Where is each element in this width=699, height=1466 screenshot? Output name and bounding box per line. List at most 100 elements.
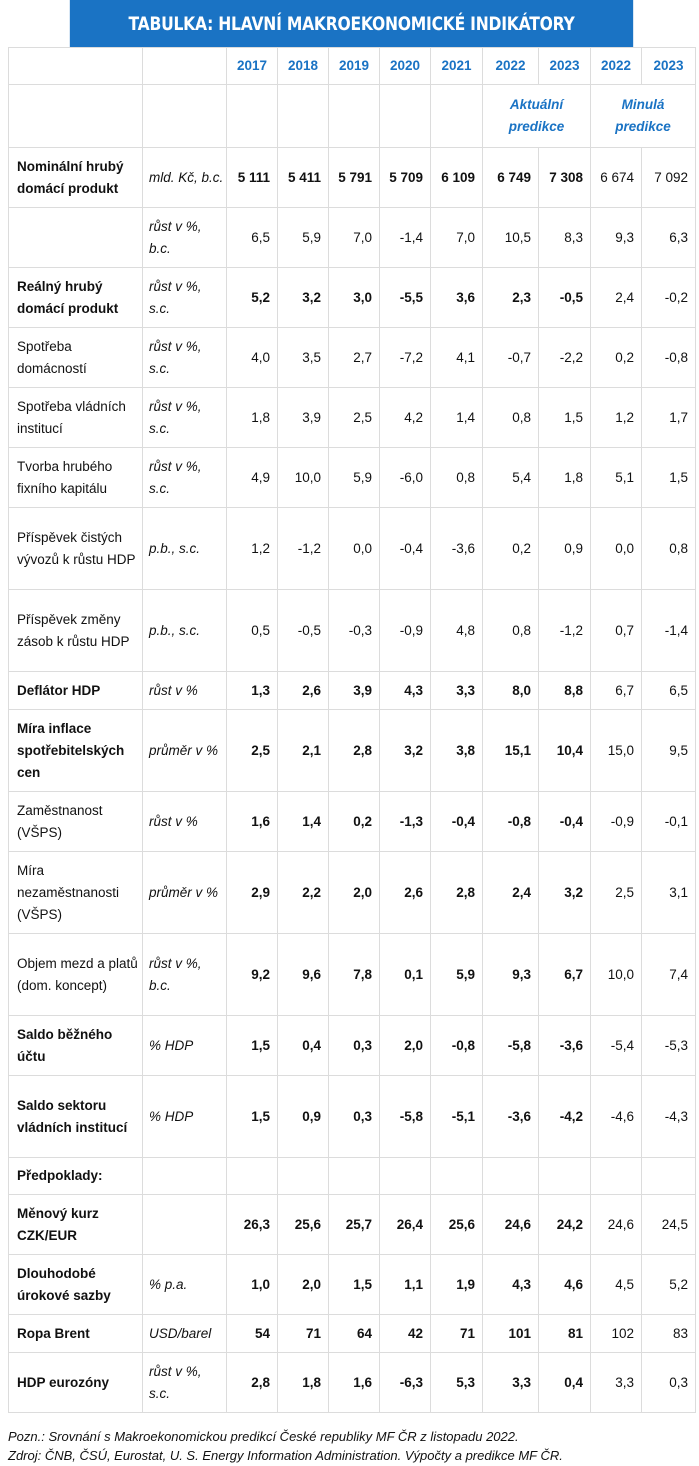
value-cell: 0,0 bbox=[328, 507, 380, 590]
value-cell: -1,4 bbox=[379, 207, 431, 268]
row-unit: % HDP bbox=[142, 1015, 227, 1076]
prediction-header-row: Aktuální predikce Minulá predikce bbox=[8, 84, 696, 148]
value-cell: -2,2 bbox=[538, 327, 591, 388]
row-label: Míra nezaměstnanosti (VŠPS) bbox=[8, 851, 143, 934]
value-cell: 0,2 bbox=[590, 327, 642, 388]
header-empty-cell bbox=[142, 84, 227, 148]
value-cell: 64 bbox=[328, 1314, 380, 1353]
value-cell: -4,2 bbox=[538, 1075, 591, 1158]
value-cell: -5,3 bbox=[641, 1015, 696, 1076]
table-row: Příspěvek změny zásob k růstu HDP p.b., s… bbox=[8, 589, 696, 672]
row-label: Saldo sektoru vládních institucí bbox=[8, 1075, 143, 1158]
current-prediction-header: Aktuální predikce bbox=[482, 84, 591, 148]
value-cell: 9,3 bbox=[590, 207, 642, 268]
value-cell: 5,9 bbox=[328, 447, 380, 508]
table-title: TABULKA: HLAVNÍ MAKROEKONOMICKÉ INDIKÁTO… bbox=[128, 12, 575, 35]
value-cell: -0,8 bbox=[430, 1015, 483, 1076]
row-label: Spotřeba vládních institucí bbox=[8, 387, 143, 448]
row-unit: růst v % bbox=[142, 791, 227, 852]
year-header: 2023 bbox=[641, 47, 696, 85]
value-cell: 4,6 bbox=[538, 1254, 591, 1315]
row-unit: p.b., s.c. bbox=[142, 589, 227, 672]
value-cell: -1,4 bbox=[641, 589, 696, 672]
value-cell: 9,6 bbox=[277, 933, 329, 1016]
value-cell: 5,4 bbox=[482, 447, 539, 508]
value-cell: 2,0 bbox=[379, 1015, 431, 1076]
value-cell: -0,4 bbox=[538, 791, 591, 852]
value-cell: 24,6 bbox=[482, 1194, 539, 1255]
assumptions-header-row: Předpoklady: bbox=[8, 1157, 696, 1195]
value-cell: 0,3 bbox=[328, 1015, 380, 1076]
row-unit: růst v %, s.c. bbox=[142, 1352, 227, 1413]
row-unit: mld. Kč, b.c. bbox=[142, 147, 227, 208]
value-cell: 24,2 bbox=[538, 1194, 591, 1255]
value-cell: -5,4 bbox=[590, 1015, 642, 1076]
row-unit: růst v %, s.c. bbox=[142, 327, 227, 388]
row-unit: % p.a. bbox=[142, 1254, 227, 1315]
value-cell: 10,0 bbox=[277, 447, 329, 508]
value-cell: 1,7 bbox=[641, 387, 696, 448]
value-cell: -0,1 bbox=[641, 791, 696, 852]
value-cell: 25,7 bbox=[328, 1194, 380, 1255]
value-cell: 4,1 bbox=[430, 327, 483, 388]
value-cell: 3,3 bbox=[482, 1352, 539, 1413]
value-cell: 26,4 bbox=[379, 1194, 431, 1255]
assumption-row: Měnový kurz CZK/EUR 26,3 25,6 25,7 26,4 25,6 2… bbox=[8, 1194, 696, 1255]
table-notes: Pozn.: Srovnání s Makroekonomickou predi… bbox=[8, 1427, 699, 1465]
year-header: 2017 bbox=[226, 47, 278, 85]
row-unit: růst v %, b.c. bbox=[142, 207, 227, 268]
empty-cell bbox=[328, 1157, 380, 1195]
value-cell: 5 709 bbox=[379, 147, 431, 208]
value-cell: 0,2 bbox=[482, 507, 539, 590]
value-cell: 1,5 bbox=[226, 1015, 278, 1076]
previous-prediction-header: Minulá predikce bbox=[590, 84, 696, 148]
row-unit: průměr v % bbox=[142, 709, 227, 792]
value-cell: 102 bbox=[590, 1314, 642, 1353]
value-cell: 6,7 bbox=[590, 671, 642, 710]
value-cell: 8,8 bbox=[538, 671, 591, 710]
row-label: Míra inflace spotřebitelských cen bbox=[8, 709, 143, 792]
value-cell: 0,4 bbox=[538, 1352, 591, 1413]
value-cell: -0,5 bbox=[538, 267, 591, 328]
value-cell: -1,3 bbox=[379, 791, 431, 852]
value-cell: 5 411 bbox=[277, 147, 329, 208]
value-cell: 5,9 bbox=[430, 933, 483, 1016]
value-cell: 5 791 bbox=[328, 147, 380, 208]
value-cell: 7 308 bbox=[538, 147, 591, 208]
value-cell: -0,9 bbox=[379, 589, 431, 672]
value-cell: -5,1 bbox=[430, 1075, 483, 1158]
note-text: Pozn.: Srovnání s Makroekonomickou predi… bbox=[8, 1429, 519, 1444]
value-cell: 24,6 bbox=[590, 1194, 642, 1255]
header-empty-cell bbox=[226, 84, 278, 148]
year-header: 2021 bbox=[430, 47, 483, 85]
row-label: Spotřeba domácností bbox=[8, 327, 143, 388]
value-cell: 3,2 bbox=[379, 709, 431, 792]
value-cell: -7,2 bbox=[379, 327, 431, 388]
value-cell: 2,5 bbox=[590, 851, 642, 934]
value-cell: 5,1 bbox=[590, 447, 642, 508]
value-cell: 2,8 bbox=[328, 709, 380, 792]
value-cell: 10,5 bbox=[482, 207, 539, 268]
value-cell: 5,3 bbox=[430, 1352, 483, 1413]
header-empty-cell bbox=[8, 47, 143, 85]
empty-cell bbox=[641, 1157, 696, 1195]
value-cell: 3,8 bbox=[430, 709, 483, 792]
value-cell: 4,3 bbox=[379, 671, 431, 710]
value-cell: 6,5 bbox=[226, 207, 278, 268]
value-cell: 4,5 bbox=[590, 1254, 642, 1315]
value-cell: 54 bbox=[226, 1314, 278, 1353]
value-cell: 0,7 bbox=[590, 589, 642, 672]
value-cell: 0,9 bbox=[538, 507, 591, 590]
value-cell: 1,8 bbox=[538, 447, 591, 508]
empty-cell bbox=[590, 1157, 642, 1195]
table-row: Příspěvek čistých vývozů k růstu HDP p.b.… bbox=[8, 507, 696, 590]
value-cell: 3,2 bbox=[277, 267, 329, 328]
year-header: 2019 bbox=[328, 47, 380, 85]
value-cell: 1,2 bbox=[226, 507, 278, 590]
empty-cell bbox=[226, 1157, 278, 1195]
value-cell: 1,8 bbox=[226, 387, 278, 448]
value-cell: 5,2 bbox=[226, 267, 278, 328]
value-cell: 1,3 bbox=[226, 671, 278, 710]
row-unit: průměr v % bbox=[142, 851, 227, 934]
